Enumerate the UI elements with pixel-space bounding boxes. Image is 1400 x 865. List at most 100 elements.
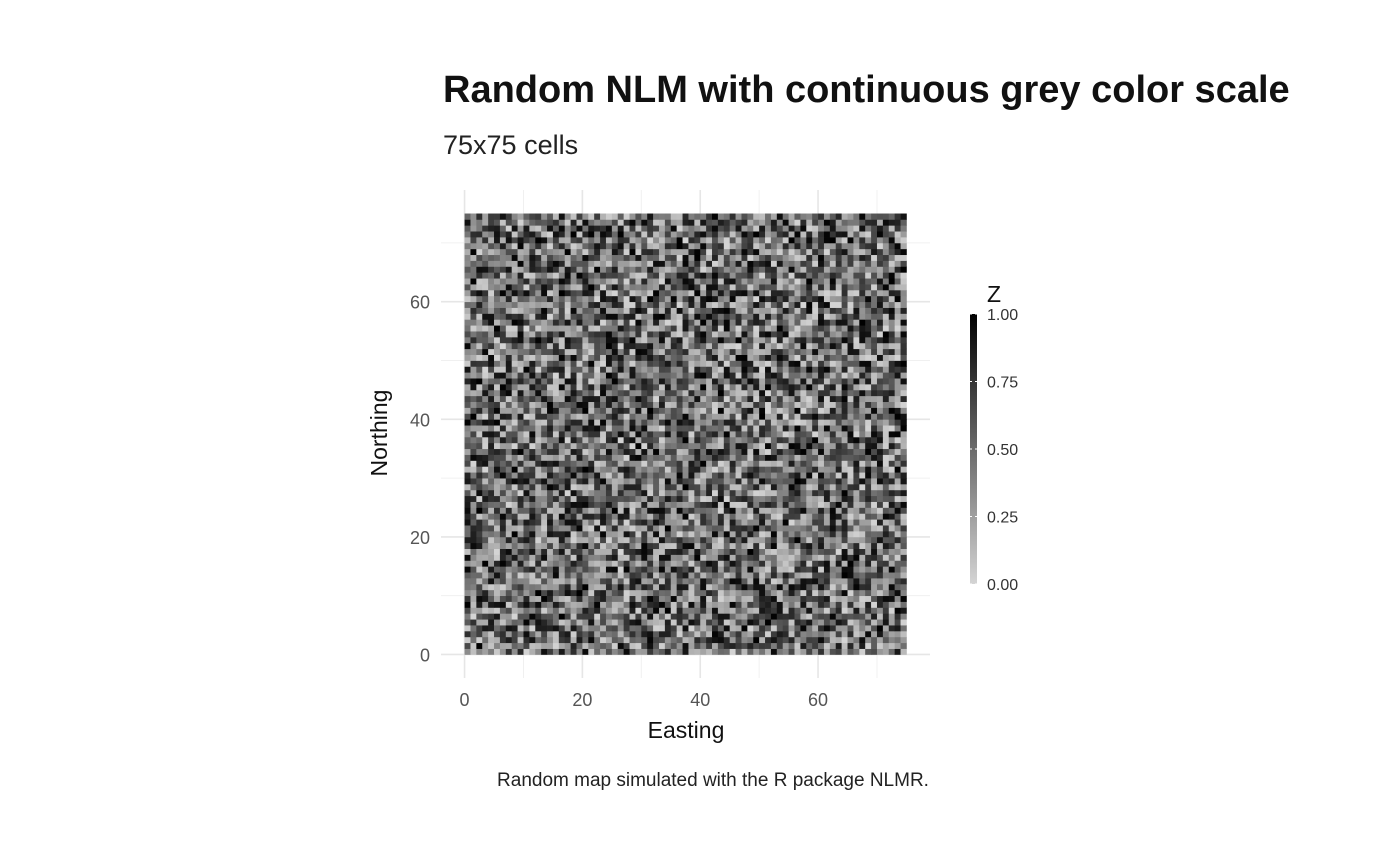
heatmap-cell — [676, 460, 683, 467]
heatmap-cell — [617, 401, 624, 408]
heatmap-cell — [482, 278, 489, 285]
heatmap-cell — [552, 489, 560, 497]
heatmap-cell — [871, 607, 878, 614]
heatmap-cell — [759, 466, 766, 473]
heatmap-cell — [688, 642, 695, 649]
heatmap-cell — [547, 554, 554, 561]
heatmap-cell — [806, 354, 813, 361]
heatmap-cell — [717, 472, 725, 479]
heatmap-cell — [535, 272, 542, 279]
heatmap-cell — [723, 431, 731, 438]
heatmap-cell — [723, 295, 731, 303]
heatmap-cell — [700, 595, 707, 602]
heatmap-cell — [694, 325, 701, 332]
heatmap-cell — [605, 419, 613, 426]
heatmap-cell — [482, 454, 489, 461]
heatmap-cell — [605, 325, 613, 332]
heatmap-cell — [788, 436, 795, 444]
heatmap-cell — [835, 613, 842, 620]
heatmap-cell — [547, 472, 554, 479]
heatmap-cell — [847, 342, 854, 350]
heatmap-cell — [594, 348, 601, 355]
heatmap-cell — [782, 454, 789, 461]
heatmap-cell — [717, 336, 725, 344]
heatmap-cell — [770, 448, 778, 455]
heatmap-cell — [564, 442, 571, 450]
heatmap-cell — [482, 413, 489, 420]
heatmap-cell — [470, 460, 477, 467]
heatmap-cell — [611, 278, 619, 285]
heatmap-cell — [712, 284, 719, 291]
heatmap-cell — [682, 360, 689, 367]
heatmap-cell — [835, 495, 842, 502]
heatmap-cell — [658, 472, 666, 479]
heatmap-cell — [888, 595, 895, 602]
heatmap-cell — [600, 466, 607, 473]
heatmap-cell — [753, 348, 760, 355]
heatmap-cell — [629, 578, 636, 585]
heatmap-cell — [847, 542, 854, 549]
heatmap-cell — [594, 630, 601, 638]
heatmap-cell — [682, 589, 689, 597]
heatmap-cell — [611, 331, 619, 338]
heatmap-cell — [859, 542, 866, 549]
heatmap-cell — [647, 425, 654, 432]
heatmap-cell — [470, 401, 477, 408]
heatmap-cell — [576, 642, 583, 649]
heatmap-cells — [464, 213, 907, 655]
heatmap-cell — [658, 519, 666, 526]
heatmap-cell — [682, 478, 689, 485]
heatmap-cell — [664, 613, 672, 620]
heatmap-cell — [882, 636, 890, 644]
heatmap-cell — [653, 331, 660, 338]
heatmap-cell — [729, 401, 736, 408]
heatmap-cell — [759, 583, 766, 591]
heatmap-cell — [706, 513, 713, 520]
heatmap-cell — [712, 525, 719, 532]
heatmap-cell — [476, 260, 483, 267]
heatmap-cell — [653, 336, 660, 344]
heatmap-cell — [712, 607, 719, 614]
heatmap-cell — [729, 384, 736, 391]
heatmap-cell — [653, 278, 660, 285]
heatmap-cell — [505, 260, 513, 267]
heatmap-cell — [494, 501, 501, 508]
heatmap-cell — [782, 648, 789, 655]
heatmap-cell — [682, 607, 689, 614]
heatmap-cell — [688, 607, 695, 614]
heatmap-cell — [694, 583, 701, 591]
heatmap-cell — [871, 442, 878, 450]
heatmap-cell — [759, 336, 766, 344]
heatmap-cell — [464, 319, 471, 326]
heatmap-cell — [712, 425, 719, 432]
heatmap-cell — [629, 513, 636, 520]
heatmap-cell — [670, 478, 678, 485]
heatmap-cell — [594, 278, 601, 285]
heatmap-cell — [570, 613, 577, 620]
heatmap-cell — [688, 548, 695, 555]
heatmap-cell — [770, 619, 778, 626]
heatmap-cell — [617, 366, 624, 373]
heatmap-cell — [505, 625, 513, 632]
heatmap-cell — [853, 431, 860, 438]
heatmap-cell — [570, 395, 577, 403]
heatmap-cell — [688, 636, 695, 644]
heatmap-cell — [835, 319, 842, 326]
heatmap-cell — [747, 378, 754, 385]
heatmap-cell — [635, 507, 642, 514]
heatmap-cell — [735, 625, 742, 632]
heatmap-cell — [576, 260, 583, 267]
heatmap-cell — [552, 501, 560, 508]
heatmap-cell — [629, 401, 636, 408]
heatmap-cell — [835, 548, 842, 555]
heatmap-cell — [841, 601, 848, 608]
heatmap-cell — [558, 560, 566, 567]
heatmap-cell — [653, 583, 660, 591]
heatmap-cell — [505, 619, 513, 626]
heatmap-cell — [635, 478, 642, 485]
heatmap-cell — [558, 531, 566, 538]
heatmap-cell — [482, 266, 489, 273]
heatmap-cell — [694, 619, 701, 626]
heatmap-cell — [505, 613, 513, 620]
heatmap-cell — [688, 384, 695, 391]
